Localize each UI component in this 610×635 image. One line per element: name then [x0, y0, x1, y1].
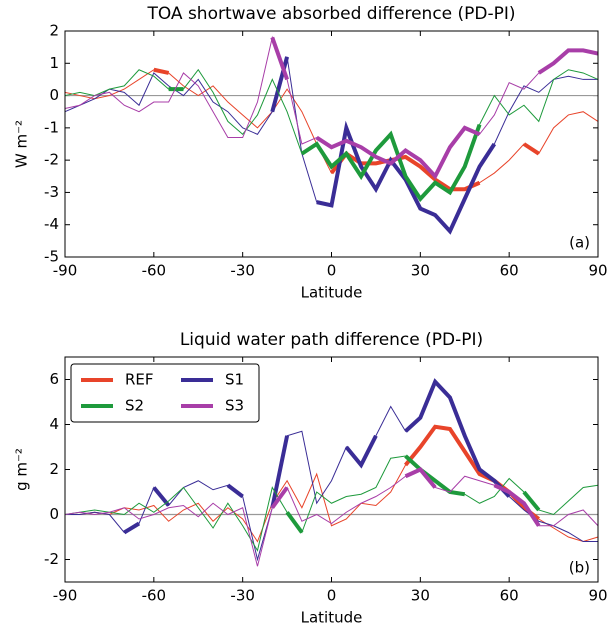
line	[64, 468, 599, 567]
x-axis-label: Latitude	[301, 609, 363, 627]
significant-segment	[270, 486, 289, 509]
y-axis-label: g m⁻²	[13, 448, 31, 491]
significant-segment	[522, 490, 541, 512]
significant-segment	[404, 378, 511, 498]
legend: REF S1 S2 S3	[70, 363, 260, 423]
significant-segment	[300, 123, 482, 203]
legend-label: S3	[225, 397, 244, 415]
x-tick-label: -30	[230, 262, 255, 280]
significant-segment	[270, 56, 290, 113]
significant-segment	[270, 36, 289, 81]
line	[65, 380, 598, 562]
line	[64, 455, 599, 552]
significant-segment	[493, 483, 541, 527]
legend-label: S2	[125, 397, 144, 415]
y-tick-label: 1	[49, 54, 59, 72]
panel-label: (a)	[569, 234, 590, 252]
y-tick-label: -4	[44, 215, 59, 233]
y-tick-label: -5	[44, 248, 59, 266]
x-tick-label: 0	[327, 262, 337, 280]
x-tick-label: 90	[588, 587, 607, 605]
x-tick-label: 30	[411, 262, 430, 280]
line	[64, 68, 599, 200]
significant-segment	[537, 48, 599, 75]
y-tick-label: -2	[44, 151, 59, 169]
x-tick-label: -60	[142, 587, 167, 605]
y-tick-label: 0	[49, 505, 59, 523]
x-tick-label: -90	[53, 587, 78, 605]
legend-label: REF	[125, 371, 154, 389]
x-tick-label: -30	[230, 587, 255, 605]
x-tick-label: 60	[500, 587, 519, 605]
significant-segment	[153, 67, 170, 75]
y-axis-label: W m⁻²	[13, 120, 31, 168]
y-tick-label: 4	[49, 415, 59, 433]
x-tick-label: -60	[142, 262, 167, 280]
significant-segment	[522, 142, 540, 156]
plot-frame	[64, 30, 599, 258]
y-tick-label: 2	[49, 22, 59, 40]
significant-segment	[344, 434, 378, 469]
significant-segment	[404, 467, 437, 489]
chart-title: Liquid water path difference (PD-PI)	[180, 330, 483, 350]
significant-segment	[315, 125, 481, 180]
significant-segment	[329, 150, 481, 192]
y-tick-label: -1	[44, 118, 59, 136]
plot-frame	[64, 356, 599, 583]
x-tick-label: 60	[500, 262, 519, 280]
significant-segment	[270, 435, 290, 509]
x-tick-label: 0	[327, 587, 337, 605]
x-tick-label: -90	[53, 262, 78, 280]
significant-segment	[123, 521, 141, 535]
significant-segment	[285, 511, 304, 534]
x-tick-label: 30	[411, 587, 430, 605]
y-tick-label: 0	[49, 86, 59, 104]
y-tick-label: 2	[49, 460, 59, 478]
line	[65, 426, 599, 543]
significant-segment	[226, 483, 244, 499]
chart-title: TOA shortwave absorbed difference (PD-PI…	[146, 4, 515, 24]
y-tick-label: -3	[44, 183, 59, 201]
x-tick-label: 90	[588, 262, 607, 280]
line	[64, 35, 599, 178]
significant-segment	[404, 454, 466, 497]
y-tick-label: 6	[49, 370, 59, 388]
panel-label: (b)	[569, 559, 590, 577]
legend-label: S1	[225, 371, 244, 389]
y-tick-label: -2	[44, 550, 59, 568]
x-axis-label: Latitude	[301, 284, 363, 302]
